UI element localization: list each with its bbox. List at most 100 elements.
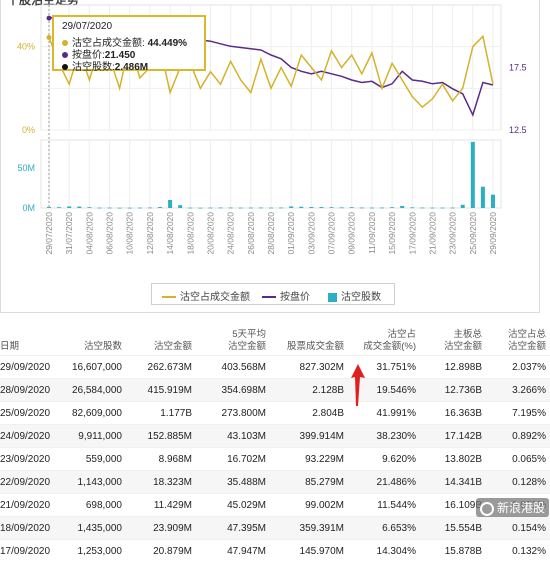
x-tick-label: 25/09/2020 <box>468 212 478 255</box>
left-axis-tick: 40% <box>17 42 35 52</box>
table-cell: 1,143,000 <box>58 471 126 494</box>
x-tick-label: 23/09/2020 <box>448 212 458 255</box>
volume-bar <box>380 208 384 209</box>
table-cell: 18.323M <box>126 471 196 494</box>
legend-swatch-line-icon <box>162 296 176 298</box>
x-tick-label: 03/09/2020 <box>306 212 316 255</box>
column-header[interactable]: 主板总沽空金额 <box>420 325 486 356</box>
table-cell: 12.898B <box>420 356 486 379</box>
column-header[interactable]: 沽空占成交金额(%) <box>348 325 420 356</box>
volume-bar <box>229 208 233 209</box>
column-header[interactable]: 5天平均沽空金额 <box>196 325 270 356</box>
table-cell: 0.154% <box>486 517 550 540</box>
table-cell: 2.804B <box>270 402 348 425</box>
table-cell: 14.304% <box>348 540 420 562</box>
column-header[interactable]: 股票成交金额 <box>270 325 348 356</box>
table-cell: 3.266% <box>486 379 550 402</box>
volume-bar <box>309 207 313 208</box>
table-cell: 17/09/2020 <box>0 540 58 562</box>
table-cell: 82,609,000 <box>58 402 126 425</box>
table-cell: 99.002M <box>270 494 348 517</box>
right-axis-tick: 17.5 <box>509 63 527 73</box>
volume-bar <box>390 207 394 208</box>
volume-bar <box>299 207 303 208</box>
table-cell: 28/09/2020 <box>0 379 58 402</box>
volume-bar <box>269 208 273 209</box>
table-cell: 16.702M <box>196 448 270 471</box>
volume-bar <box>108 208 112 209</box>
legend-swatch-line-icon <box>262 296 276 298</box>
volume-bar <box>178 205 182 208</box>
volume-bar <box>330 207 334 208</box>
dot-icon <box>62 64 68 70</box>
table-cell: 45.029M <box>196 494 270 517</box>
table-cell: 35.488M <box>196 471 270 494</box>
volume-bar <box>239 208 243 209</box>
legend-item-short-ratio[interactable]: 沽空占成交金额 <box>162 288 250 303</box>
volume-bar <box>279 208 283 209</box>
table-cell: 21.486% <box>348 471 420 494</box>
data-point <box>47 16 52 21</box>
table-cell: 1,435,000 <box>58 517 126 540</box>
table-cell: 22/09/2020 <box>0 471 58 494</box>
x-tick-label: 14/08/2020 <box>165 212 175 255</box>
table-cell: 1,253,000 <box>58 540 126 562</box>
watermark: 新浪港股 <box>476 498 549 517</box>
chart-tooltip: 29/07/2020 沽空占成交金额: 44.449% 按盘价:21.450 沽… <box>52 15 206 71</box>
column-header[interactable]: 沽空金额 <box>126 325 196 356</box>
volume-bar <box>420 208 424 209</box>
column-header[interactable]: 沽空占总沽空金额 <box>486 325 550 356</box>
table-cell: 11.544% <box>348 494 420 517</box>
volume-bar <box>249 208 253 209</box>
x-tick-label: 20/08/2020 <box>205 212 215 255</box>
table-cell: 698,000 <box>58 494 126 517</box>
volume-bar <box>208 208 212 209</box>
column-header[interactable]: 日期 <box>0 325 58 356</box>
x-tick-label: 29/07/2020 <box>44 212 54 255</box>
volume-bar <box>87 207 91 208</box>
table-cell: 26,584,000 <box>58 379 126 402</box>
volume-bar <box>168 200 172 208</box>
table-cell: 359.391M <box>270 517 348 540</box>
tooltip-date: 29/07/2020 <box>62 21 112 32</box>
table-cell: 16.363B <box>420 402 486 425</box>
volume-bar <box>350 207 354 208</box>
legend-item-price[interactable]: 按盘价 <box>262 288 310 303</box>
volume-bar <box>430 208 434 209</box>
volume-bar <box>471 142 475 208</box>
table-cell: 2.128B <box>270 379 348 402</box>
table-cell: 403.568M <box>196 356 270 379</box>
table-cell: 12.736B <box>420 379 486 402</box>
table-cell: 8.968M <box>126 448 196 471</box>
volume-bar <box>491 195 495 208</box>
legend-item-short-shares[interactable]: 沽空股数 <box>328 288 381 303</box>
table-cell: 0.065% <box>486 448 550 471</box>
volume-bar <box>340 207 344 208</box>
table-cell: 0.892% <box>486 425 550 448</box>
x-tick-label: 01/09/2020 <box>286 212 296 255</box>
x-tick-label: 06/08/2020 <box>105 212 115 255</box>
table-cell: 11.429M <box>126 494 196 517</box>
table-cell: 273.800M <box>196 402 270 425</box>
volume-bar <box>400 206 404 208</box>
volume-bar <box>219 208 223 209</box>
volume-bar <box>128 208 132 209</box>
x-tick-label: 15/09/2020 <box>387 212 397 255</box>
volume-bar <box>77 207 81 208</box>
volume-bar <box>451 208 455 209</box>
table-cell: 15.878B <box>420 540 486 562</box>
table-cell: 20.879M <box>126 540 196 562</box>
x-tick-label: 21/09/2020 <box>427 212 437 255</box>
table-cell: 85.279M <box>270 471 348 494</box>
table-cell: 152.885M <box>126 425 196 448</box>
volume-bar <box>97 208 101 209</box>
volume-bar <box>138 208 142 209</box>
x-tick-label: 10/08/2020 <box>125 212 135 255</box>
column-header[interactable]: 沽空股数 <box>58 325 126 356</box>
